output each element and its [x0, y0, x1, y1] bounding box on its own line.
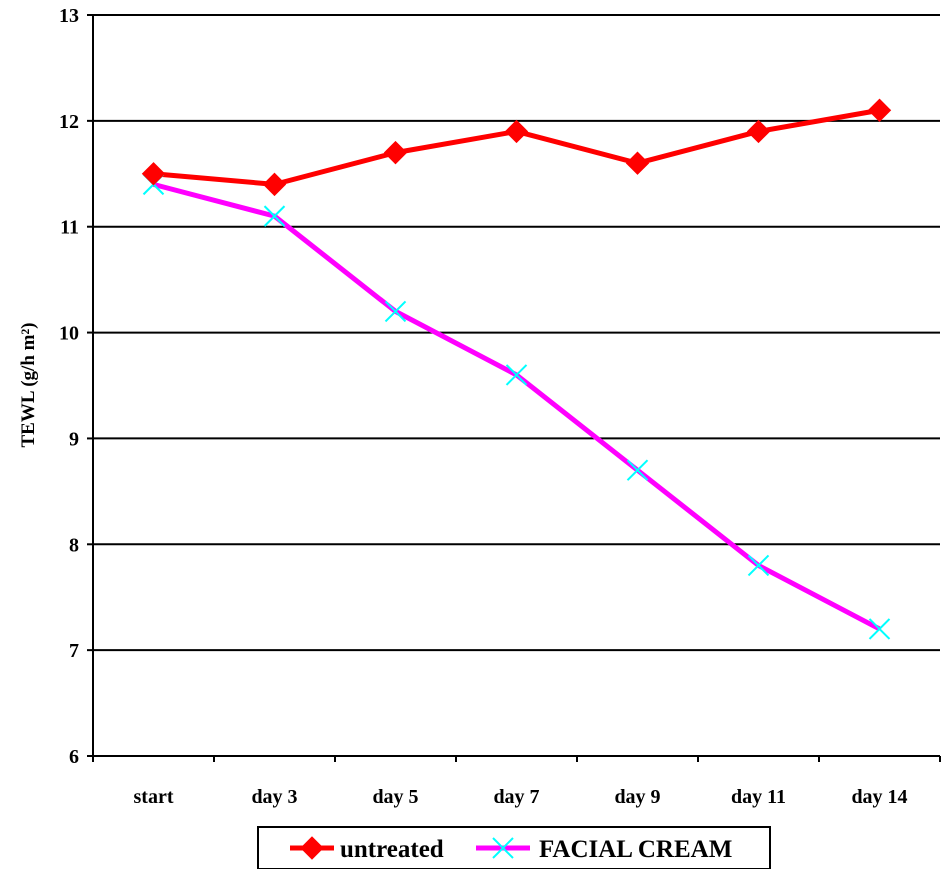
data-point-diamond: [867, 98, 892, 122]
data-point-diamond: [383, 140, 408, 165]
x-axis-ticks: start day 3 day 5 day 7 day 9 day 11 day 14: [92, 756, 941, 808]
x-marker-stroke: [868, 618, 891, 640]
data-point-x: [747, 554, 770, 577]
data-point-diamond: [746, 119, 771, 144]
data-point-diamond: [625, 151, 650, 175]
y-axis-label: TEWL (g/h m²): [18, 323, 39, 448]
y-tick-label: 12: [59, 111, 79, 133]
x-tick-label: day 5: [372, 786, 418, 808]
y-tick-label: 13: [59, 5, 79, 27]
data-point-diamond: [141, 162, 166, 186]
y-tick-label: 11: [60, 217, 79, 239]
y-tick-label: 7: [69, 640, 79, 662]
y-tick-label: 8: [69, 534, 79, 556]
gridlines: [93, 14, 940, 652]
y-axis-ticks: 6 7 8 9 10 11 12 13: [59, 5, 93, 768]
x-tick-label: day 14: [851, 786, 907, 808]
x-marker-stroke: [492, 837, 514, 859]
series-line-facial-cream: [152, 181, 881, 632]
y-tick-label: 6: [69, 746, 79, 768]
series-group: [141, 98, 892, 640]
legend-label-untreated: untreated: [340, 836, 444, 863]
data-point-x: [263, 205, 286, 227]
data-point-x: [384, 300, 407, 323]
data-point-diamond: [300, 836, 324, 860]
data-point-diamond: [262, 172, 287, 197]
x-tick-label: day 9: [614, 786, 660, 808]
x-tick-label: day 11: [731, 786, 786, 808]
legend-label-facial-cream: FACIAL CREAM: [539, 836, 732, 863]
data-point-x: [868, 618, 891, 640]
x-marker-stroke: [505, 364, 528, 386]
y-tick-label: 10: [59, 323, 79, 345]
data-point-x: [626, 459, 649, 481]
x-tick-label: day 7: [493, 786, 539, 808]
x-marker-stroke: [747, 554, 770, 577]
data-point-x: [505, 364, 528, 386]
x-tick-label: day 3: [251, 786, 297, 808]
x-tick-label: start: [134, 786, 174, 808]
y-tick-label: 9: [69, 428, 79, 450]
data-point-diamond: [504, 119, 529, 144]
data-point-x: [492, 837, 514, 859]
axes: [92, 15, 940, 757]
x-marker-stroke: [384, 300, 407, 323]
legend: untreated FACIAL CREAM: [257, 826, 771, 869]
x-marker-stroke: [626, 459, 649, 481]
x-marker-stroke: [263, 205, 286, 227]
